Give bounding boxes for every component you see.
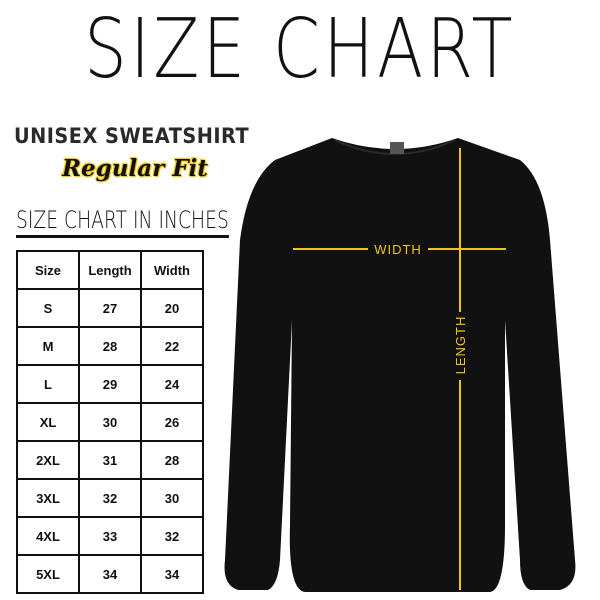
table-header-row: Size Length Width [16, 250, 204, 290]
length-label: LENGTH [453, 316, 468, 375]
length-cell: 29 [78, 364, 142, 404]
width-cell: 30 [140, 478, 204, 518]
width-cell: 28 [140, 440, 204, 480]
width-cell: 24 [140, 364, 204, 404]
table-title: SIZE CHART IN INCHES [16, 206, 229, 238]
size-cell: L [16, 364, 80, 404]
size-cell: 2XL [16, 440, 80, 480]
size-cell: S [16, 288, 80, 328]
table-row: S 27 20 [16, 288, 204, 328]
fit-label: Regular Fit [62, 155, 209, 182]
width-cell: 20 [140, 288, 204, 328]
length-cell: 30 [78, 402, 142, 442]
length-cell: 28 [78, 326, 142, 366]
table-row: L 29 24 [16, 364, 204, 404]
size-cell: 5XL [16, 554, 80, 594]
size-table: Size Length Width S 27 20 M 28 22 L 29 24 XL 30 26 2… [16, 250, 204, 594]
table-row: 4XL 33 32 [16, 516, 204, 556]
width-cell: 26 [140, 402, 204, 442]
table-row: XL 30 26 [16, 402, 204, 442]
size-cell: M [16, 326, 80, 366]
size-cell: XL [16, 402, 80, 442]
length-cell: 32 [78, 478, 142, 518]
header-cell: Width [140, 250, 204, 290]
length-cell: 33 [78, 516, 142, 556]
header-cell: Length [78, 250, 142, 290]
size-cell: 4XL [16, 516, 80, 556]
length-cell: 34 [78, 554, 142, 594]
length-cell: 31 [78, 440, 142, 480]
table-row: 2XL 31 28 [16, 440, 204, 480]
table-row: 5XL 34 34 [16, 554, 204, 594]
table-row: M 28 22 [16, 326, 204, 366]
length-cell: 27 [78, 288, 142, 328]
neck-label [390, 142, 404, 154]
width-cell: 22 [140, 326, 204, 366]
width-cell: 32 [140, 516, 204, 556]
width-label: WIDTH [374, 242, 422, 257]
size-cell: 3XL [16, 478, 80, 518]
header-cell: Size [16, 250, 80, 290]
sweatshirt-shape [224, 138, 576, 592]
product-name: UNISEX SWEATSHIRT [14, 124, 250, 148]
width-cell: 34 [140, 554, 204, 594]
page-title: SIZE CHART [84, 2, 516, 97]
table-row: 3XL 32 30 [16, 478, 204, 518]
